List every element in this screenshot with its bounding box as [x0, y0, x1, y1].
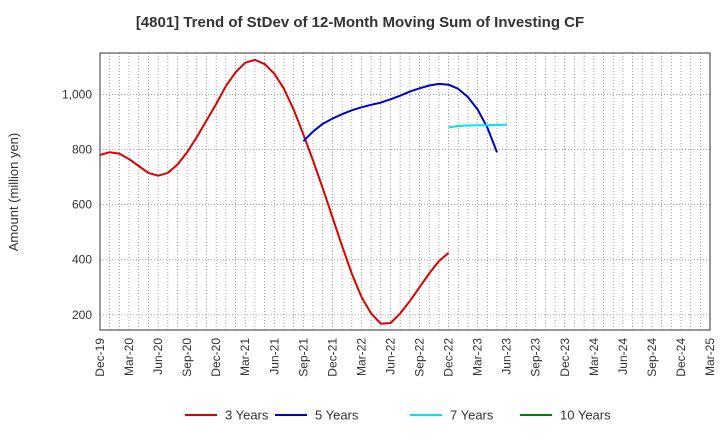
x-tick-label: Dec-24 [674, 338, 688, 377]
y-tick-label: 600 [72, 198, 92, 212]
x-axis-ticks: Dec-19 Mar-20 Jun-20 Sep-20 Dec-20 Mar-21 Jun-… [93, 338, 717, 377]
x-tick-label: Jun-22 [383, 338, 397, 375]
x-tick-label: Sep-22 [413, 338, 427, 377]
legend-label: 3 Years [225, 408, 269, 423]
x-tick-label: Jun-23 [500, 338, 514, 375]
plot-area [100, 53, 710, 330]
x-tick-label: Mar-23 [471, 338, 485, 376]
x-tick-label: Mar-20 [122, 338, 136, 376]
y-tick-label: 200 [72, 308, 92, 322]
x-tick-label: Jun-24 [616, 338, 630, 375]
x-tick-label: Dec-23 [558, 338, 572, 377]
x-tick-label: Dec-22 [442, 338, 456, 377]
series-lines [99, 58, 507, 325]
chart-title: [4801] Trend of StDev of 12-Month Moving… [135, 14, 585, 31]
x-tick-label: Dec-21 [325, 338, 339, 377]
series-line-3-years [99, 58, 450, 325]
legend-label: 10 Years [560, 408, 611, 423]
legend-label: 5 Years [315, 408, 359, 423]
y-tick-label: 400 [72, 253, 92, 267]
grid [100, 53, 710, 330]
series-line-5-years [302, 82, 498, 153]
x-tick-label: Jun-21 [267, 338, 281, 375]
x-tick-label: Sep-24 [645, 338, 659, 377]
x-tick-label: Dec-20 [209, 338, 223, 377]
series-line-7-years [448, 123, 507, 129]
x-tick-label: Dec-19 [93, 338, 107, 377]
x-tick-label: Mar-22 [354, 338, 368, 376]
x-tick-label: Mar-25 [703, 338, 717, 376]
x-tick-label: Mar-24 [587, 338, 601, 376]
x-tick-label: Jun-20 [151, 338, 165, 375]
x-tick-label: Sep-21 [296, 338, 310, 377]
y-tick-label: 1,000 [62, 87, 92, 101]
plot-border [99, 52, 711, 331]
x-tick-label: Sep-20 [180, 338, 194, 377]
y-axis-ticks: 200 400 600 800 1,000 [62, 87, 92, 321]
y-tick-label: 800 [72, 142, 92, 156]
y-axis-label: Amount (million yen) [6, 133, 21, 252]
legend-label: 7 Years [450, 408, 494, 423]
x-tick-label: Mar-21 [238, 338, 252, 376]
legend: 3 Years 5 Years 7 Years 10 Years [185, 408, 611, 423]
x-tick-label: Sep-23 [529, 338, 543, 377]
